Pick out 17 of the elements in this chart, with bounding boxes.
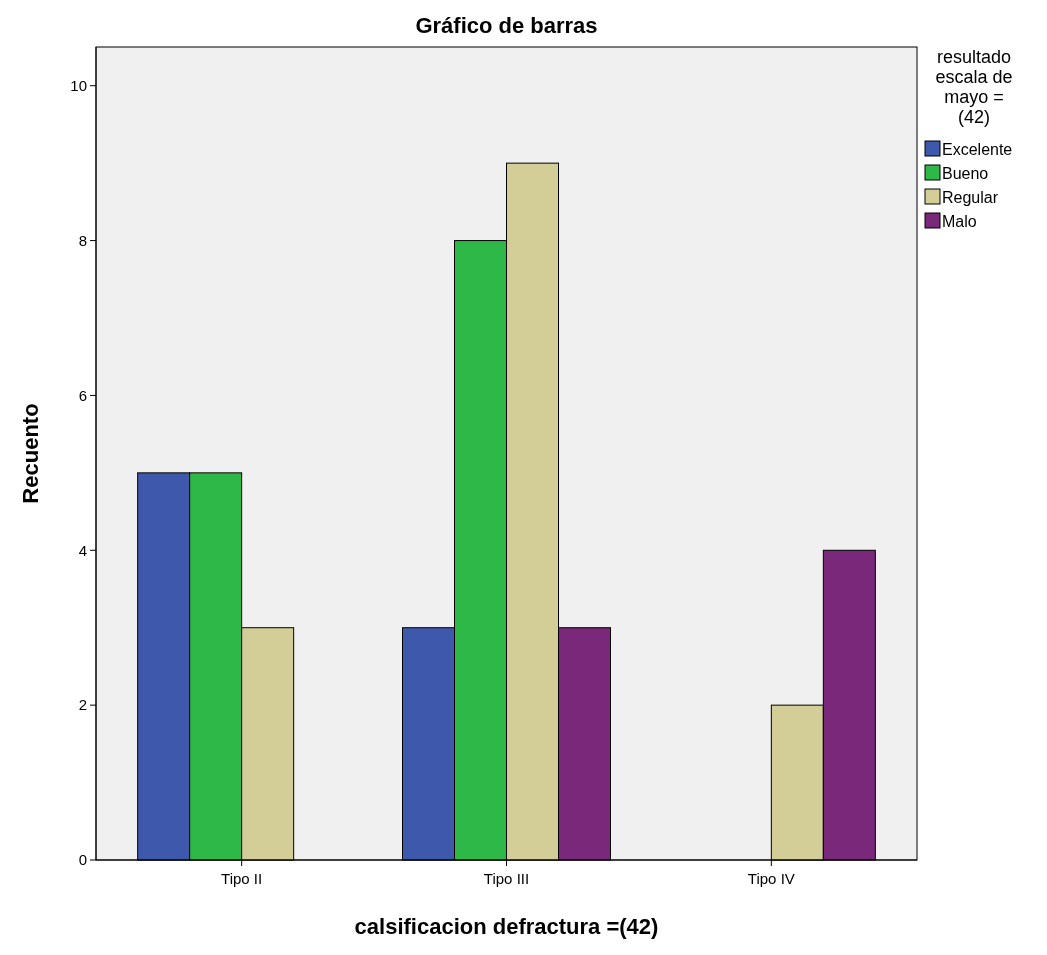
- legend-label: Regular: [942, 188, 999, 206]
- x-tick-label: Tipo III: [483, 870, 530, 887]
- y-tick-label: 10: [70, 76, 87, 94]
- legend-title: resultado escala de mayo = (42): [935, 47, 1013, 127]
- legend-label: Bueno: [942, 164, 989, 182]
- x-axis-title: calsificacion defractura =(42): [354, 914, 659, 939]
- y-axis-title: Recuento: [18, 403, 43, 504]
- legend-label: Excelente: [942, 140, 1013, 158]
- x-tick-label: Tipo II: [221, 870, 263, 887]
- x-tick-label: Tipo IV: [747, 870, 795, 887]
- y-tick-label: 8: [78, 231, 87, 249]
- y-tick-label: 2: [78, 696, 87, 714]
- y-tick-label: 0: [78, 851, 87, 869]
- legend-label: Malo: [942, 212, 977, 230]
- y-tick-label: 4: [78, 541, 87, 559]
- y-tick-label: 6: [78, 386, 87, 404]
- chart-title: Gráfico de barras: [415, 13, 598, 38]
